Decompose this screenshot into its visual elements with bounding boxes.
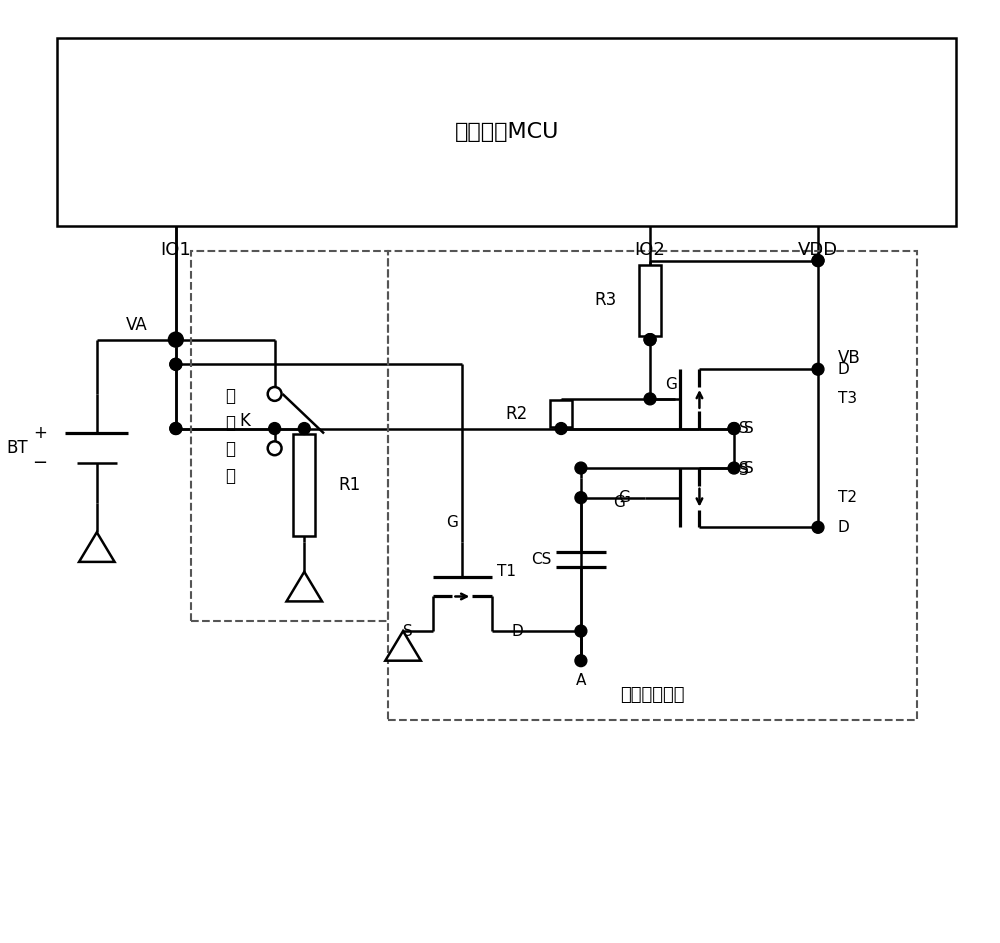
Text: R1: R1 xyxy=(339,476,361,494)
Text: G: G xyxy=(618,490,630,505)
Circle shape xyxy=(728,462,740,474)
Text: G: G xyxy=(613,495,625,510)
Text: S: S xyxy=(739,421,749,436)
Circle shape xyxy=(575,654,587,667)
Polygon shape xyxy=(79,532,115,562)
Text: 待机控制单元: 待机控制单元 xyxy=(620,687,685,704)
Text: IO2: IO2 xyxy=(635,240,665,258)
Circle shape xyxy=(575,491,587,504)
Text: R3: R3 xyxy=(594,291,617,309)
Bar xyxy=(550,401,572,427)
Circle shape xyxy=(644,393,656,405)
Circle shape xyxy=(575,462,587,474)
Text: IO1: IO1 xyxy=(160,240,191,258)
Circle shape xyxy=(170,334,182,345)
Bar xyxy=(293,434,315,537)
Text: T3: T3 xyxy=(838,391,857,406)
Text: 微处理器MCU: 微处理器MCU xyxy=(455,123,559,142)
Circle shape xyxy=(728,422,740,435)
Circle shape xyxy=(728,422,740,435)
Bar xyxy=(191,251,388,621)
Circle shape xyxy=(169,333,183,346)
Text: S: S xyxy=(744,460,754,475)
Text: K: K xyxy=(239,412,250,430)
Circle shape xyxy=(269,422,281,435)
Circle shape xyxy=(170,334,182,345)
Text: S: S xyxy=(744,421,754,436)
Text: VA: VA xyxy=(125,316,147,334)
Text: A: A xyxy=(576,673,586,688)
Text: D: D xyxy=(838,362,850,377)
Circle shape xyxy=(644,334,656,345)
Circle shape xyxy=(812,363,824,375)
Polygon shape xyxy=(286,571,322,602)
Text: VDD: VDD xyxy=(798,240,838,258)
Circle shape xyxy=(298,422,310,435)
Text: G: G xyxy=(447,515,458,530)
Circle shape xyxy=(812,255,824,267)
Text: T1: T1 xyxy=(497,564,516,579)
Circle shape xyxy=(170,422,182,435)
Bar xyxy=(388,251,917,720)
Text: R2: R2 xyxy=(506,405,528,422)
Polygon shape xyxy=(385,631,421,661)
Text: D: D xyxy=(838,520,850,535)
Circle shape xyxy=(170,358,182,371)
Bar xyxy=(639,265,661,336)
Text: S: S xyxy=(403,623,413,638)
Text: CS: CS xyxy=(531,552,552,567)
Text: −: − xyxy=(32,455,47,472)
Circle shape xyxy=(555,422,567,435)
Circle shape xyxy=(268,441,282,455)
Text: +: + xyxy=(34,424,47,442)
Circle shape xyxy=(575,625,587,637)
Text: T2: T2 xyxy=(838,490,857,505)
Text: BT: BT xyxy=(6,439,28,457)
Circle shape xyxy=(170,422,182,435)
Circle shape xyxy=(268,387,282,401)
Text: VB: VB xyxy=(838,349,861,367)
Text: 按
键
单
元: 按 键 单 元 xyxy=(225,388,235,485)
Text: D: D xyxy=(512,623,523,638)
Text: S: S xyxy=(739,462,749,477)
Bar xyxy=(57,39,956,226)
Text: G: G xyxy=(665,376,677,391)
Circle shape xyxy=(170,358,182,371)
Text: S: S xyxy=(739,460,749,475)
Circle shape xyxy=(812,255,824,267)
Circle shape xyxy=(644,334,656,345)
Circle shape xyxy=(812,521,824,533)
